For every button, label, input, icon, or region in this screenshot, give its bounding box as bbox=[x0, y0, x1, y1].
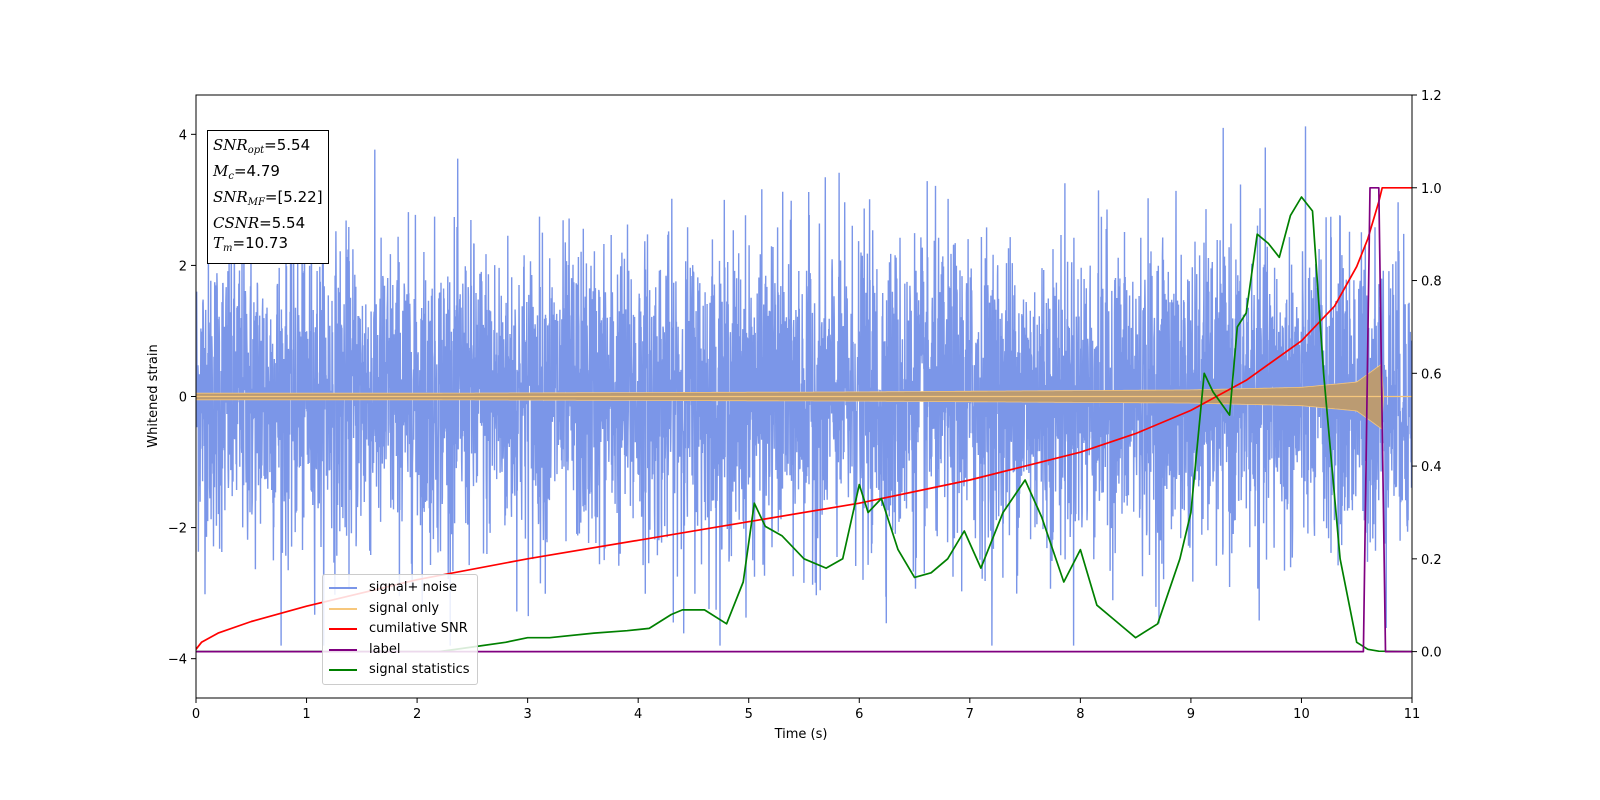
x-tick-label: 8 bbox=[1076, 707, 1084, 722]
x-tick-label: 3 bbox=[523, 707, 531, 722]
signal-only-series bbox=[196, 363, 1412, 430]
y2-tick-label: 0.8 bbox=[1421, 275, 1442, 290]
legend-item-signal-statistics: signal statistics bbox=[329, 660, 470, 681]
x-tick-label: 4 bbox=[634, 707, 642, 722]
y-tick-label: −4 bbox=[168, 653, 187, 668]
legend: signal+ noise signal only cumilative SNR… bbox=[322, 574, 478, 685]
y-tick-label: 2 bbox=[179, 259, 187, 274]
legend-swatch bbox=[329, 607, 357, 610]
y2-tick-label: 0.4 bbox=[1421, 460, 1442, 475]
x-axis-title: Time (s) bbox=[774, 727, 828, 742]
snr-mf-line: SNRMF=[5.22] bbox=[213, 188, 323, 208]
x-tick-label: 6 bbox=[855, 707, 863, 722]
csnr-line: CSNR=5.54 bbox=[213, 214, 306, 232]
x-tick-label: 1 bbox=[302, 707, 310, 722]
x-tick-label: 9 bbox=[1187, 707, 1195, 722]
x-tick-label: 10 bbox=[1293, 707, 1310, 722]
signal-noise-line bbox=[196, 126, 1412, 646]
y-tick-label: 4 bbox=[179, 128, 187, 143]
y-tick-label: 0 bbox=[179, 391, 187, 406]
x-tick-label: 0 bbox=[192, 707, 200, 722]
snr-opt-line: SNRopt=5.54 bbox=[213, 136, 311, 156]
y2-tick-label: 0.0 bbox=[1421, 646, 1442, 661]
legend-swatch bbox=[329, 628, 357, 631]
overlay-lines bbox=[196, 186, 1412, 653]
y2-tick-label: 0.2 bbox=[1421, 553, 1442, 568]
y2-tick-label: 1.2 bbox=[1421, 89, 1442, 104]
legend-item-signal-noise: signal+ noise bbox=[329, 578, 470, 599]
x-tick-label: 11 bbox=[1404, 707, 1421, 722]
metrics-box: SNRopt=5.54 Mc=4.79 SNRMF=[5.22] CSNR=5.… bbox=[207, 130, 329, 264]
legend-swatch bbox=[329, 669, 357, 672]
x-axis-ticks: 0 1 2 3 4 5 6 7 8 9 10 11 bbox=[192, 698, 1420, 722]
y2-tick-label: 1.0 bbox=[1421, 182, 1442, 197]
legend-item-label: label bbox=[329, 640, 470, 661]
tm-line: Tm=10.73 bbox=[213, 234, 289, 254]
y2-axis-ticks: 0.0 0.2 0.4 0.6 0.8 1.0 1.2 bbox=[1412, 89, 1442, 661]
y-tick-label: −2 bbox=[168, 522, 187, 537]
cumulative-snr-line bbox=[196, 186, 1412, 650]
signal-statistics-line bbox=[196, 196, 1412, 653]
y2-tick-label: 0.6 bbox=[1421, 367, 1442, 382]
y-axis-title: Whitened strain bbox=[146, 344, 161, 447]
legend-swatch bbox=[329, 648, 357, 651]
x-tick-label: 7 bbox=[966, 707, 974, 722]
legend-swatch bbox=[329, 587, 357, 590]
mc-line: Mc=4.79 bbox=[213, 162, 280, 182]
x-tick-label: 2 bbox=[413, 707, 421, 722]
y-axis-ticks: −4 −2 0 2 4 bbox=[168, 128, 196, 668]
signal-noise-series bbox=[196, 126, 1412, 646]
x-tick-label: 5 bbox=[745, 707, 753, 722]
legend-item-cumulative-snr: cumilative SNR bbox=[329, 619, 470, 640]
label-line bbox=[196, 186, 1412, 653]
legend-item-signal-only: signal only bbox=[329, 599, 470, 620]
